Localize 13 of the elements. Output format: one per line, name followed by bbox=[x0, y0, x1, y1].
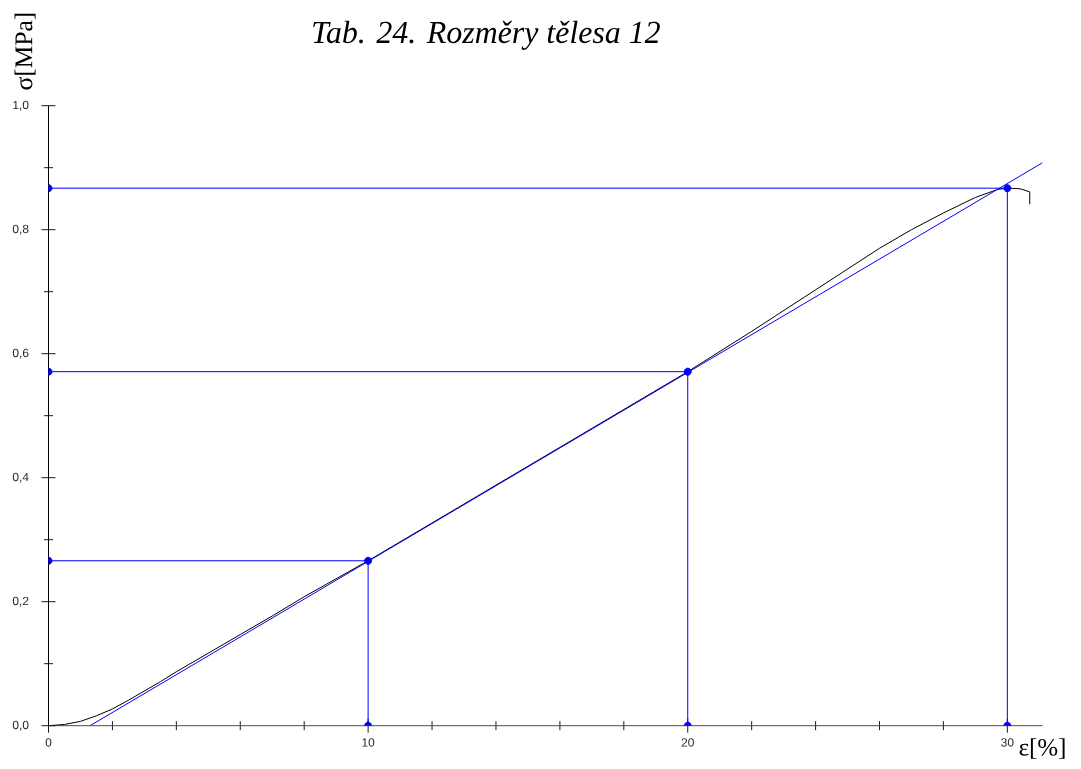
x-tick-label: 30 bbox=[1001, 738, 1014, 747]
y-tick-label: 0,2 bbox=[12, 596, 29, 607]
y-axis-title: σ[MPa] bbox=[14, 13, 36, 90]
x-tick-label: 0 bbox=[45, 738, 52, 747]
x-tick-label: 20 bbox=[681, 738, 694, 747]
y-tick-label: 0,4 bbox=[12, 472, 29, 483]
y-tick-label: 0,8 bbox=[12, 224, 29, 235]
y-tick-label: 0,0 bbox=[12, 720, 29, 731]
x-axis-title: ε[%] bbox=[1019, 738, 1065, 759]
y-tick-label: 1,0 bbox=[13, 100, 29, 111]
x-tick-label: 10 bbox=[362, 738, 375, 747]
y-tick-label: 0,6 bbox=[12, 348, 29, 359]
chart-title: Tab. 24. Rozměry tělesa 12 bbox=[313, 20, 660, 50]
